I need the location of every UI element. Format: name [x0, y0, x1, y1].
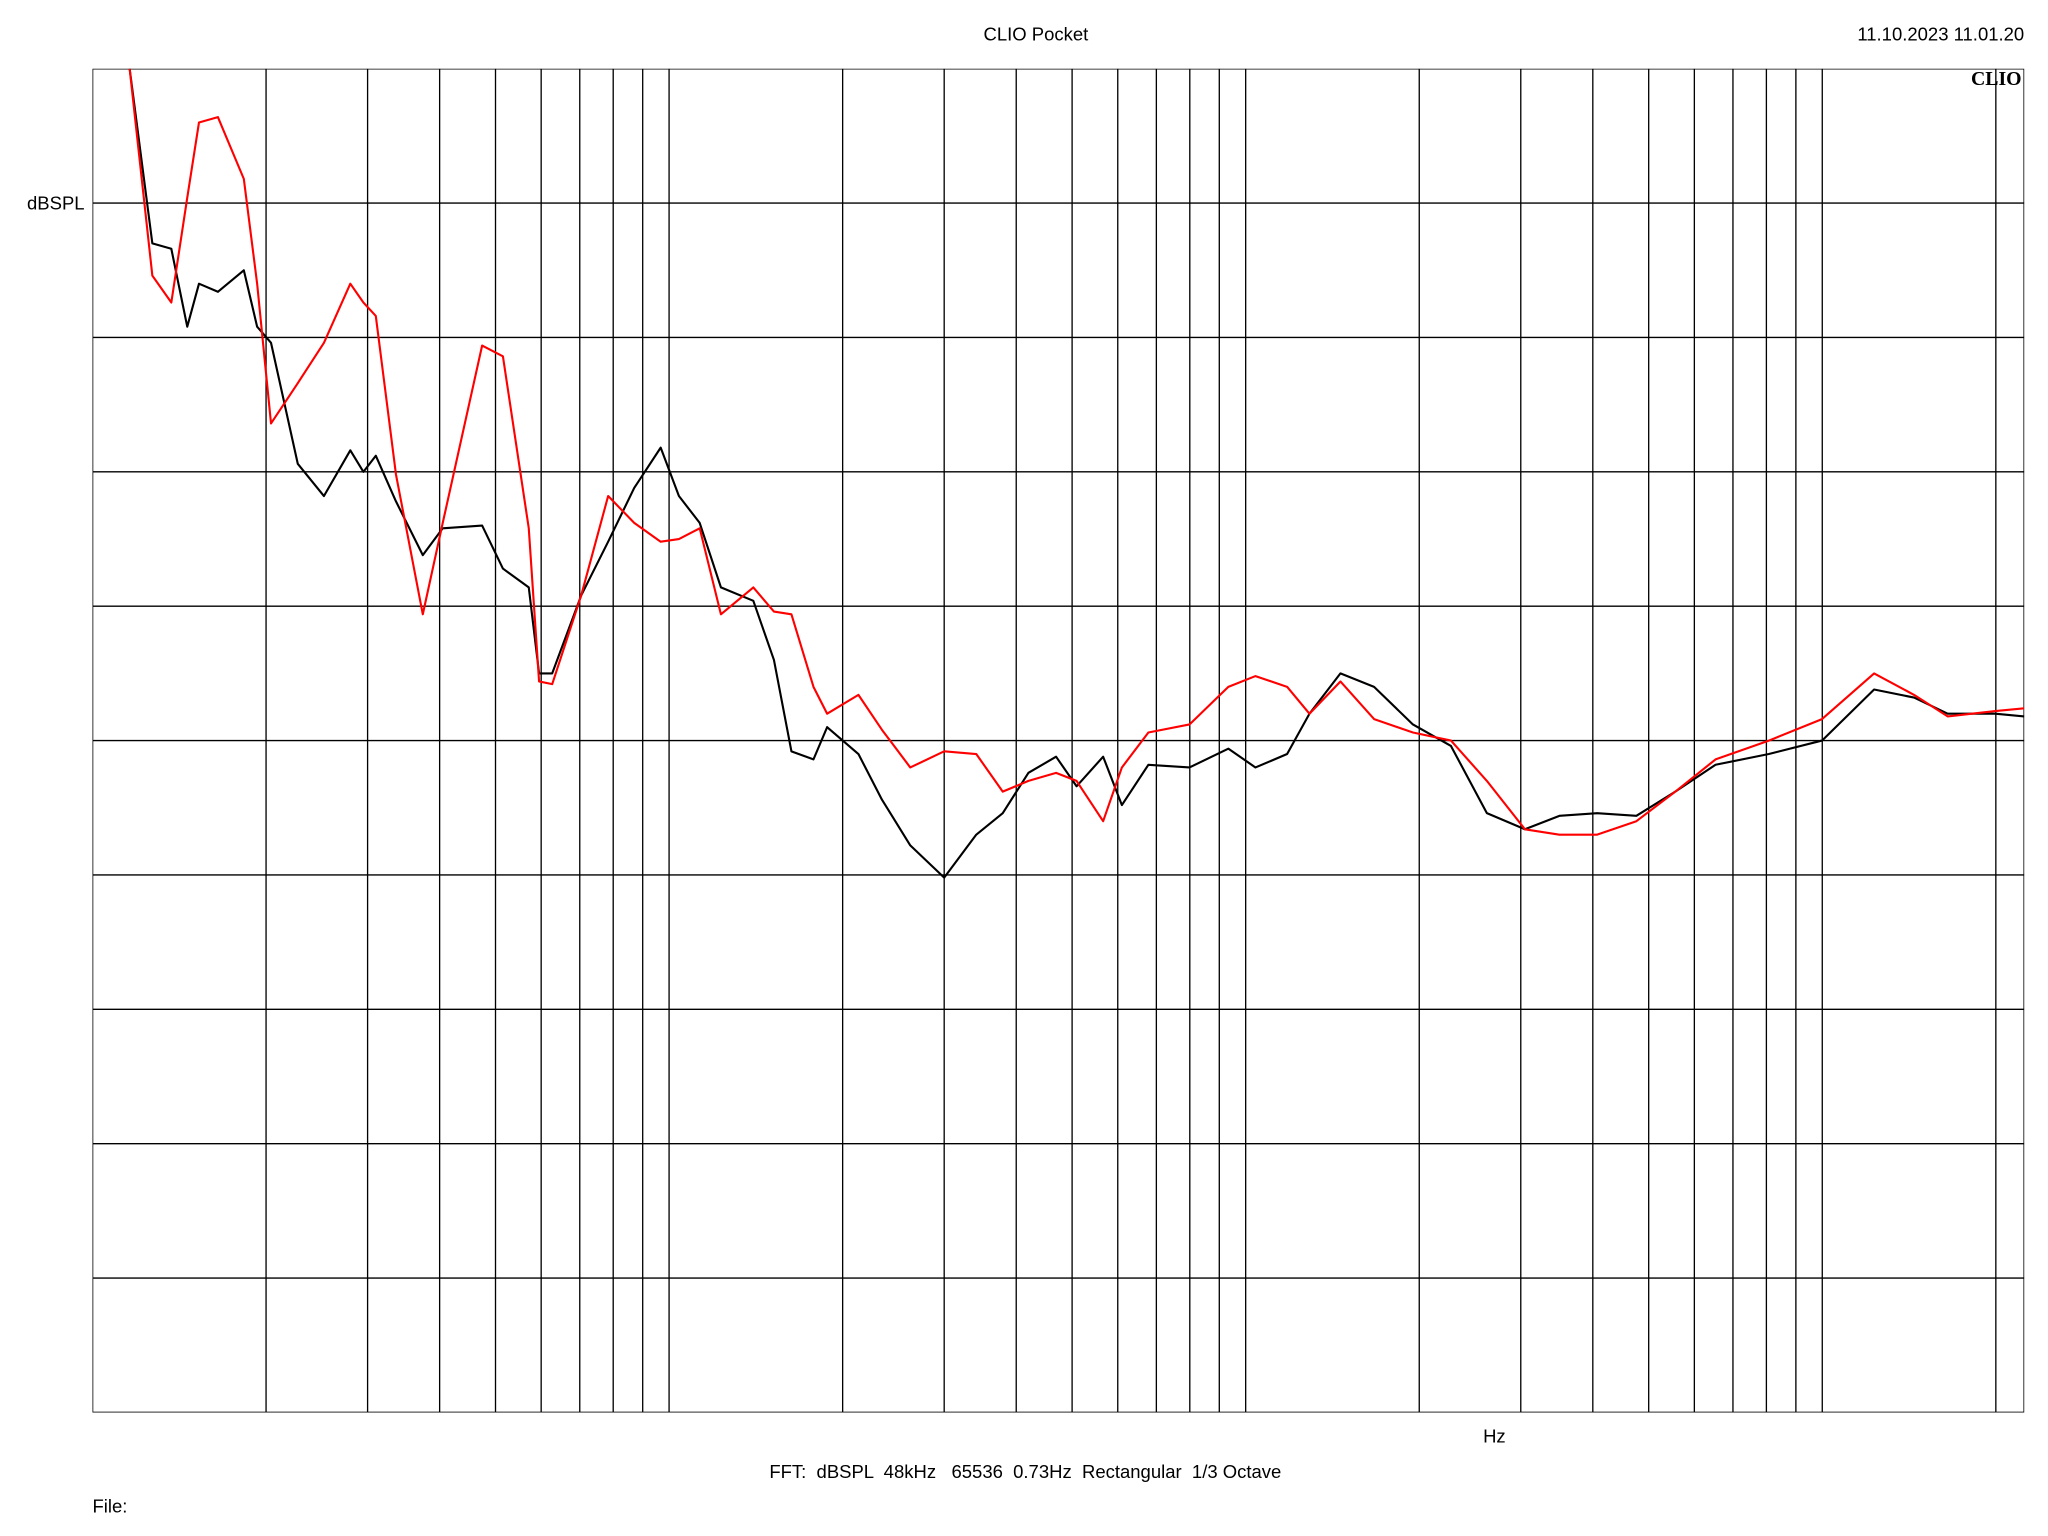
file-label: File:	[92, 1495, 127, 1516]
timestamp: 11.10.2023 11.01.20	[1857, 24, 2024, 45]
series-line	[128, 68, 2025, 836]
chart-title: CLIO Pocket	[983, 24, 1088, 45]
plot-area: 1020501002005001k2k5k10k20k01020304050	[92, 68, 2025, 1413]
x-unit: Hz	[1483, 1425, 1506, 1446]
y-axis-label: dBSPL	[27, 193, 85, 214]
footer: FFT: dBSPL 48kHz 65536 0.73Hz Rectangula…	[769, 1461, 1281, 1482]
series-line	[128, 68, 2025, 879]
